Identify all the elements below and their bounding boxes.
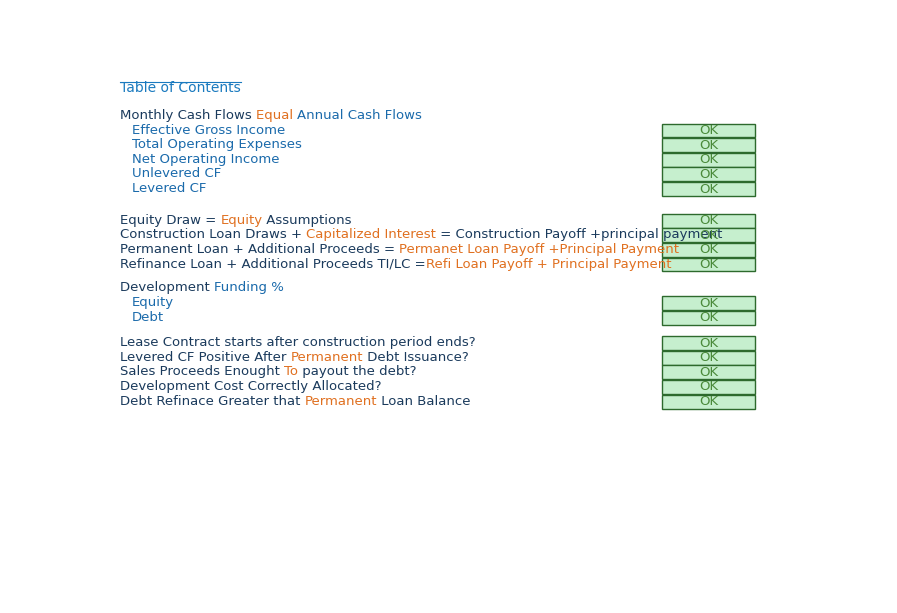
Text: OK: OK <box>700 243 718 256</box>
Text: OK: OK <box>700 214 718 227</box>
Text: Debt Issuance?: Debt Issuance? <box>363 351 469 364</box>
Text: Equal: Equal <box>256 109 297 122</box>
Text: Assumptions: Assumptions <box>263 214 352 227</box>
Text: OK: OK <box>700 124 718 137</box>
Bar <box>662 228 755 242</box>
Text: OK: OK <box>700 337 718 349</box>
Text: Refi Loan Payoff + Principal Payment: Refi Loan Payoff + Principal Payment <box>425 257 671 270</box>
Text: Development Cost Correctly Allocated?: Development Cost Correctly Allocated? <box>120 380 381 393</box>
Text: OK: OK <box>700 139 718 151</box>
Bar <box>662 182 755 196</box>
Text: Permanent Loan + Additional Proceeds =: Permanent Loan + Additional Proceeds = <box>120 243 399 256</box>
Bar <box>662 124 755 137</box>
Text: payout the debt?: payout the debt? <box>298 365 416 378</box>
Text: Levered CF: Levered CF <box>132 182 206 195</box>
Text: OK: OK <box>700 183 718 196</box>
Bar <box>662 395 755 408</box>
Text: Development: Development <box>120 281 213 294</box>
Bar <box>662 139 755 152</box>
Text: OK: OK <box>700 229 718 242</box>
Bar <box>662 296 755 310</box>
Text: OK: OK <box>700 366 718 379</box>
Text: Lease Contract starts after construction period ends?: Lease Contract starts after construction… <box>120 336 475 349</box>
Bar <box>662 257 755 272</box>
Text: OK: OK <box>700 351 718 364</box>
Text: Levered CF Positive After: Levered CF Positive After <box>120 351 291 364</box>
Text: Unlevered CF: Unlevered CF <box>132 167 221 180</box>
Text: Loan Balance: Loan Balance <box>377 395 471 408</box>
Bar <box>662 153 755 167</box>
Text: Equity Draw =: Equity Draw = <box>120 214 221 227</box>
Bar <box>662 365 755 379</box>
Bar <box>662 351 755 365</box>
Bar <box>662 336 755 350</box>
Text: Debt: Debt <box>132 311 163 324</box>
Text: OK: OK <box>700 381 718 394</box>
Text: OK: OK <box>700 168 718 181</box>
Text: Net Operating Income: Net Operating Income <box>132 153 279 166</box>
Text: Refinance Loan + Additional Proceeds TI/LC =: Refinance Loan + Additional Proceeds TI/… <box>120 257 425 270</box>
Text: Sales Proceeds Enought: Sales Proceeds Enought <box>120 365 284 378</box>
Text: OK: OK <box>700 311 718 324</box>
Text: Debt Refinace Greater that: Debt Refinace Greater that <box>120 395 304 408</box>
Text: To: To <box>284 365 298 378</box>
Text: OK: OK <box>700 395 718 408</box>
Bar <box>662 380 755 394</box>
Bar <box>662 167 755 181</box>
Text: Table of Contents: Table of Contents <box>120 82 240 95</box>
Text: Effective Gross Income: Effective Gross Income <box>132 124 284 137</box>
Text: Permanet Loan Payoff +Principal Payment: Permanet Loan Payoff +Principal Payment <box>399 243 679 256</box>
Bar <box>662 214 755 227</box>
Text: Total Operating Expenses: Total Operating Expenses <box>132 139 301 151</box>
Text: Equity: Equity <box>221 214 263 227</box>
Bar <box>662 311 755 324</box>
Text: OK: OK <box>700 297 718 310</box>
Text: Permanent: Permanent <box>291 351 363 364</box>
Bar <box>662 243 755 257</box>
Text: Monthly Cash Flows: Monthly Cash Flows <box>120 109 256 122</box>
Text: OK: OK <box>700 258 718 271</box>
Text: Equity: Equity <box>132 296 174 309</box>
Text: Funding %: Funding % <box>213 281 283 294</box>
Text: Permanent: Permanent <box>304 395 377 408</box>
Text: = Construction Payoff +principal payment: = Construction Payoff +principal payment <box>436 228 722 242</box>
Text: Annual Cash Flows: Annual Cash Flows <box>297 109 422 122</box>
Text: OK: OK <box>700 153 718 166</box>
Text: Capitalized Interest: Capitalized Interest <box>306 228 436 242</box>
Text: Construction Loan Draws +: Construction Loan Draws + <box>120 228 306 242</box>
